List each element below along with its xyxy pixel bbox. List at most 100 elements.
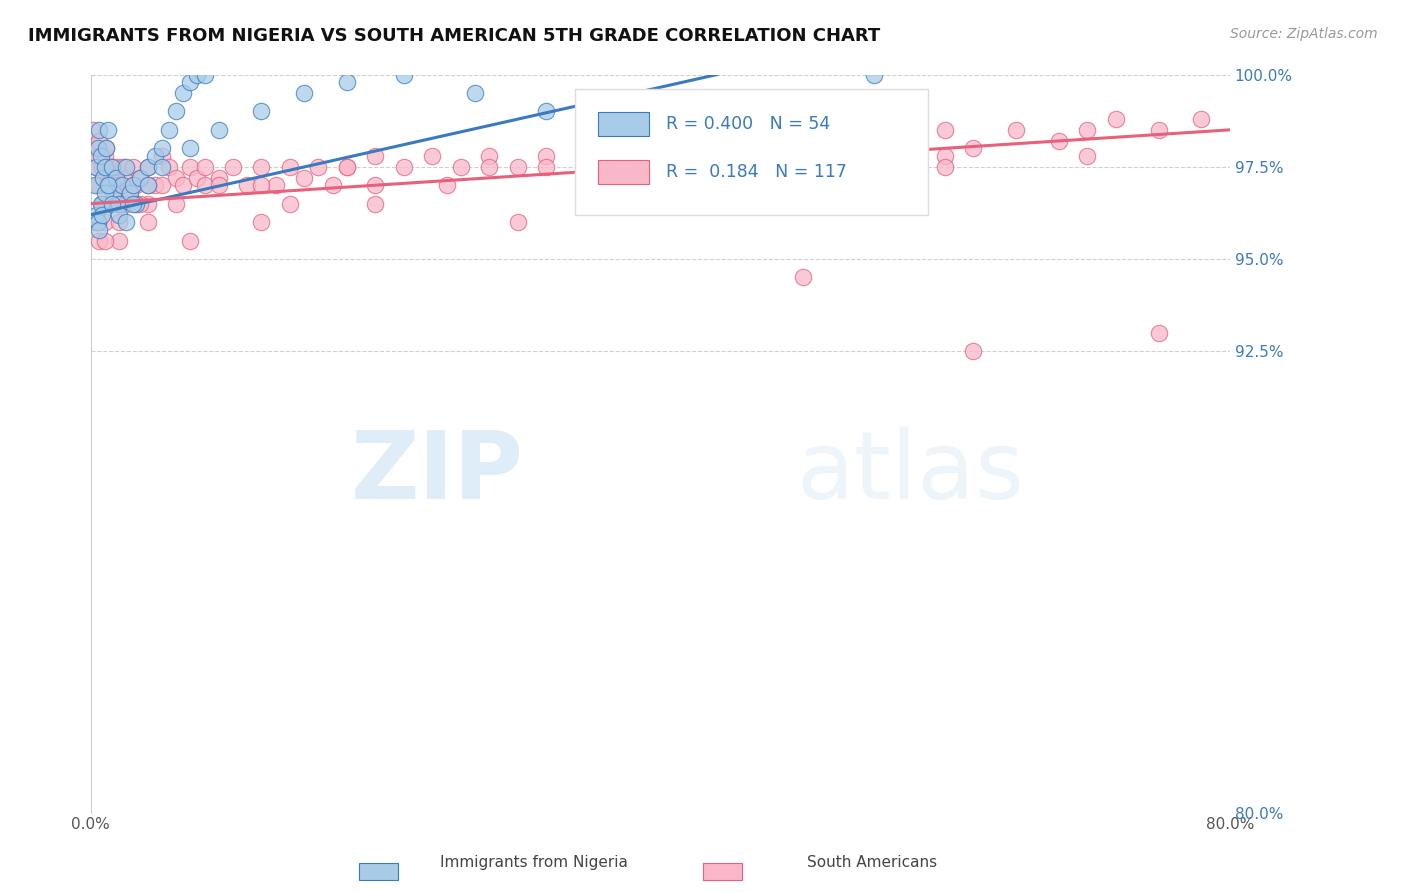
Point — [108, 215, 131, 229]
Point — [143, 149, 166, 163]
Point — [125, 196, 148, 211]
Point — [157, 123, 180, 137]
Point — [136, 160, 159, 174]
Point — [87, 141, 110, 155]
Text: IMMIGRANTS FROM NIGERIA VS SOUTH AMERICAN 5TH GRADE CORRELATION CHART: IMMIGRANTS FROM NIGERIA VS SOUTH AMERICA… — [28, 27, 880, 45]
Point — [136, 196, 159, 211]
Point — [336, 160, 359, 174]
Text: South Americans: South Americans — [807, 855, 936, 870]
Point — [89, 134, 111, 148]
Point — [179, 160, 201, 174]
Point — [706, 160, 728, 174]
Point — [1147, 123, 1170, 137]
Point — [1105, 112, 1128, 126]
Point — [179, 234, 201, 248]
Point — [250, 104, 273, 119]
Point — [122, 178, 145, 193]
Text: Immigrants from Nigeria: Immigrants from Nigeria — [440, 855, 628, 870]
Point — [364, 178, 387, 193]
Point — [100, 170, 122, 185]
Point — [108, 196, 131, 211]
Point — [136, 215, 159, 229]
Point — [108, 178, 131, 193]
Point — [208, 123, 231, 137]
Point — [112, 160, 135, 174]
Point — [322, 178, 344, 193]
Point — [89, 123, 111, 137]
Point — [208, 170, 231, 185]
Point — [91, 196, 114, 211]
Point — [115, 160, 138, 174]
Point — [292, 170, 315, 185]
Point — [120, 186, 142, 200]
Point — [820, 178, 842, 193]
Point — [278, 160, 301, 174]
Point — [150, 178, 173, 193]
Point — [186, 170, 208, 185]
Point — [506, 160, 529, 174]
Point — [118, 186, 141, 200]
Point — [84, 160, 107, 174]
Point — [136, 178, 159, 193]
Point — [103, 186, 125, 200]
Point — [934, 160, 956, 174]
Point — [720, 141, 742, 155]
Point — [172, 178, 194, 193]
Point — [165, 170, 187, 185]
Point — [93, 170, 115, 185]
Point — [792, 270, 814, 285]
Point — [82, 123, 104, 137]
Point — [111, 178, 134, 193]
Point — [264, 178, 287, 193]
Point — [87, 178, 110, 193]
Point — [105, 170, 128, 185]
Point — [150, 149, 173, 163]
Point — [392, 68, 415, 82]
Point — [101, 160, 124, 174]
Point — [108, 196, 131, 211]
Point — [93, 170, 115, 185]
Point — [87, 215, 110, 229]
Point — [763, 160, 786, 174]
Point — [129, 170, 152, 185]
Point — [193, 160, 215, 174]
Point — [250, 178, 273, 193]
Point — [115, 196, 138, 211]
Point — [97, 123, 120, 137]
Point — [150, 141, 173, 155]
Point — [157, 160, 180, 174]
Point — [650, 141, 672, 155]
Text: ZIP: ZIP — [350, 427, 523, 519]
Point — [179, 141, 201, 155]
Point — [94, 196, 117, 211]
Point — [94, 149, 117, 163]
Point — [129, 196, 152, 211]
Point — [222, 160, 245, 174]
Point — [208, 178, 231, 193]
Point — [98, 178, 121, 193]
Point — [94, 186, 117, 200]
Point — [83, 141, 105, 155]
Point — [122, 178, 145, 193]
Point — [1147, 326, 1170, 340]
Point — [336, 75, 359, 89]
Point — [84, 160, 107, 174]
Point — [962, 344, 984, 359]
Point — [98, 178, 121, 193]
Point — [1005, 123, 1028, 137]
Point — [111, 178, 134, 193]
Bar — [598, 161, 648, 184]
Point — [292, 86, 315, 100]
Bar — [598, 112, 648, 136]
Point — [250, 215, 273, 229]
Point — [820, 149, 842, 163]
Text: Source: ZipAtlas.com: Source: ZipAtlas.com — [1230, 27, 1378, 41]
Point — [94, 215, 117, 229]
Point — [107, 160, 129, 174]
Point — [193, 68, 215, 82]
Point — [464, 86, 486, 100]
Point — [91, 160, 114, 174]
Point — [478, 149, 501, 163]
Point — [84, 208, 107, 222]
Point — [136, 178, 159, 193]
